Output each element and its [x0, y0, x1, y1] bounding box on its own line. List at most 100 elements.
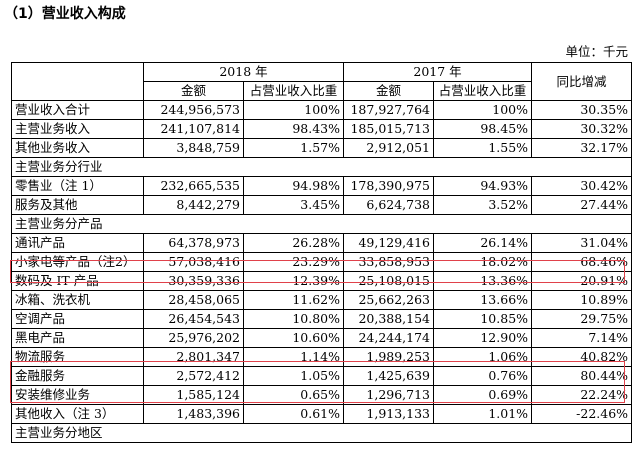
table-row: 金融服务 2,572,412 1.05% 1,425,639 0.76% 80.44%	[11, 366, 633, 386]
revenue-table: 2018 年 2017 年 同比增减 金额 占营业收入比重 金额 占营业收入比重…	[10, 62, 633, 443]
table-row: 零售业（注 1） 232,665,535 94.98% 178,390,975 94.9…	[11, 176, 633, 196]
table-row: 空调产品 26,454,543 10.80% 20,388,154 10.85% 29.7…	[11, 309, 633, 329]
header-blank-cell	[11, 62, 144, 101]
yoy-cell: 40.82%	[531, 347, 633, 367]
ratio-2018-cell: 1.14%	[242, 347, 345, 367]
ratio-2018-cell: 1.57%	[242, 138, 345, 158]
row-label: 数码及 IT 产品	[11, 271, 144, 291]
table-row: 小家电等产品（注2） 57,038,416 23.29% 33,858,953 18.0…	[11, 252, 633, 272]
table-row: 其他业务收入 3,848,759 1.57% 2,912,051 1.55% 32.17%	[11, 138, 633, 158]
row-label: 黑电产品	[11, 328, 144, 348]
section-title: （1）营业收入构成	[4, 6, 126, 22]
amount-2017-cell: 24,244,174	[343, 328, 435, 348]
amount-2017-cell: 25,662,263	[343, 290, 435, 310]
ratio-2017-cell: 1.01%	[433, 404, 533, 424]
ratio-2018-cell: 11.62%	[242, 290, 345, 310]
yoy-cell: 30.32%	[531, 119, 633, 139]
row-label: 营业收入合计	[11, 100, 144, 120]
ratio-2018-cell: 0.61%	[242, 404, 345, 424]
ratio-2018-cell: 10.60%	[242, 328, 345, 348]
ratio-2017-cell: 0.76%	[433, 366, 533, 386]
ratio-2017-cell: 12.90%	[433, 328, 533, 348]
section-label: 主营业务分地区	[10, 423, 633, 443]
amount-2018-cell: 1,585,124	[143, 385, 244, 405]
table-row: 冰箱、洗衣机 28,458,065 11.62% 25,662,263 13.66% 10…	[11, 290, 633, 310]
table-row: 数码及 IT 产品 30,359,336 12.39% 25,108,015 13.36…	[11, 271, 633, 291]
ratio-2018-cell: 23.29%	[242, 252, 345, 272]
table-row: 其他收入（注 3） 1,483,396 0.61% 1,913,133 1.01% -22…	[11, 404, 633, 424]
ratio-2017-cell: 94.93%	[433, 176, 533, 196]
amount-2017-cell: 1,425,639	[343, 366, 435, 386]
section-row: 主营业务分产品	[10, 214, 633, 234]
ratio-2017-cell: 26.14%	[433, 233, 533, 253]
ratio-2017-cell: 10.85%	[433, 309, 533, 329]
amount-2018-cell: 232,665,535	[143, 176, 244, 196]
header-amount-2017: 金额	[343, 81, 435, 101]
amount-2017-cell: 1,913,133	[343, 404, 435, 424]
amount-2017-cell: 33,858,953	[343, 252, 435, 272]
yoy-cell: 30.35%	[531, 100, 633, 120]
ratio-2017-cell: 1.55%	[433, 138, 533, 158]
ratio-2018-cell: 26.28%	[242, 233, 345, 253]
yoy-cell: 80.44%	[531, 366, 633, 386]
amount-2017-cell: 178,390,975	[343, 176, 435, 196]
amount-2018-cell: 26,454,543	[143, 309, 244, 329]
table-row: 主营业务收入 241,107,814 98.43% 185,015,713 98.45%…	[11, 119, 633, 139]
ratio-2017-cell: 98.45%	[433, 119, 533, 139]
amount-2017-cell: 49,129,416	[343, 233, 435, 253]
row-label: 主营业务收入	[11, 119, 144, 139]
amount-2017-cell: 25,108,015	[343, 271, 435, 291]
row-label: 服务及其他	[11, 195, 144, 215]
ratio-2017-cell: 0.69%	[433, 385, 533, 405]
amount-2018-cell: 57,038,416	[143, 252, 244, 272]
header-year-2017: 2017 年	[343, 62, 533, 82]
header-ratio-2017: 占营业收入比重	[433, 81, 533, 101]
amount-2018-cell: 8,442,279	[143, 195, 244, 215]
header-amount-2018: 金额	[143, 81, 244, 101]
amount-2017-cell: 1,989,253	[343, 347, 435, 367]
table-row: 安装维修业务 1,585,124 0.65% 1,296,713 0.69% 22.24%	[11, 385, 633, 405]
section-label: 主营业务分产品	[10, 214, 633, 234]
table-row: 通讯产品 64,378,973 26.28% 49,129,416 26.14% 31.0…	[11, 233, 633, 253]
section-row: 主营业务分地区	[10, 423, 633, 443]
ratio-2017-cell: 13.36%	[433, 271, 533, 291]
section-label: 主营业务分行业	[10, 157, 633, 177]
header-year-2018: 2018 年	[142, 62, 345, 82]
row-label: 金融服务	[11, 366, 144, 386]
ratio-2018-cell: 10.80%	[242, 309, 345, 329]
amount-2018-cell: 3,848,759	[143, 138, 244, 158]
header-yoy: 同比增减	[531, 62, 633, 101]
yoy-cell: 7.14%	[531, 328, 633, 348]
row-label: 小家电等产品（注2）	[11, 252, 144, 272]
ratio-2017-cell: 3.52%	[433, 195, 533, 215]
ratio-2018-cell: 3.45%	[242, 195, 345, 215]
yoy-cell: 20.91%	[531, 271, 633, 291]
ratio-2018-cell: 12.39%	[242, 271, 345, 291]
yoy-cell: 27.44%	[531, 195, 633, 215]
yoy-cell: 32.17%	[531, 138, 633, 158]
amount-2018-cell: 244,956,573	[143, 100, 244, 120]
row-label: 安装维修业务	[11, 385, 144, 405]
ratio-2018-cell: 98.43%	[242, 119, 345, 139]
unit-label: 单位：千元	[565, 44, 628, 59]
header-ratio-2018: 占营业收入比重	[242, 81, 345, 101]
ratio-2018-cell: 0.65%	[242, 385, 345, 405]
yoy-cell: -22.46%	[531, 404, 633, 424]
table-row: 黑电产品 25,976,202 10.60% 24,244,174 12.90% 7.14…	[11, 328, 633, 348]
amount-2018-cell: 64,378,973	[143, 233, 244, 253]
yoy-cell: 31.04%	[531, 233, 633, 253]
amount-2018-cell: 1,483,396	[143, 404, 244, 424]
table-row: 营业收入合计 244,956,573 100% 187,927,764 100% 30.3…	[11, 100, 633, 120]
amount-2018-cell: 2,801,347	[143, 347, 244, 367]
amount-2017-cell: 1,296,713	[343, 385, 435, 405]
section-row: 主营业务分行业	[10, 157, 633, 177]
yoy-cell: 68.46%	[531, 252, 633, 272]
ratio-2017-cell: 100%	[433, 100, 533, 120]
amount-2017-cell: 187,927,764	[343, 100, 435, 120]
row-label: 冰箱、洗衣机	[11, 290, 144, 310]
yoy-cell: 29.75%	[531, 309, 633, 329]
ratio-2017-cell: 13.66%	[433, 290, 533, 310]
yoy-cell: 22.24%	[531, 385, 633, 405]
ratio-2017-cell: 1.06%	[433, 347, 533, 367]
yoy-cell: 10.89%	[531, 290, 633, 310]
